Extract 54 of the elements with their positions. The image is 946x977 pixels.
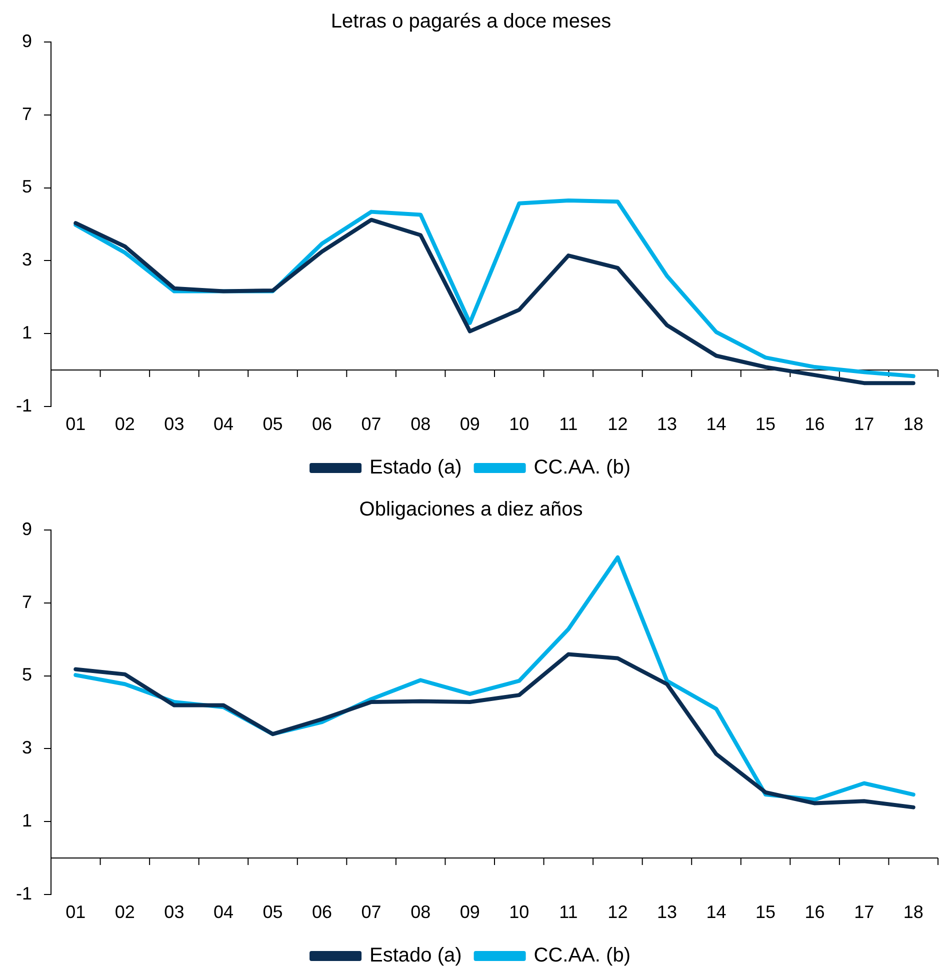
x-tick-label: 09: [460, 902, 480, 922]
x-tick-label: 13: [656, 902, 677, 922]
y-tick-label: -1: [16, 883, 32, 904]
legend-label: CC.AA. (b): [534, 944, 630, 967]
x-tick-label: 08: [410, 902, 431, 922]
x-tick-label: 07: [361, 414, 382, 434]
legend-label: Estado (a): [370, 944, 462, 967]
chart-title: Letras o pagarés a doce meses: [330, 10, 612, 33]
y-tick-label: 5: [22, 664, 32, 685]
x-tick-label: 01: [66, 902, 86, 922]
y-tick-label: -1: [16, 395, 32, 416]
y-tick-label: 3: [22, 250, 32, 270]
x-tick-label: 05: [262, 414, 283, 434]
x-tick-label: 03: [164, 902, 184, 922]
x-tick-label: 17: [854, 414, 874, 434]
x-tick-label: 10: [509, 902, 530, 922]
y-tick-label: 3: [22, 738, 32, 758]
x-tick-label: 05: [262, 902, 283, 922]
x-tick-label: 04: [213, 902, 234, 922]
x-tick-label: 15: [756, 414, 776, 434]
x-tick-label: 06: [312, 902, 332, 922]
legend-label: Estado (a): [370, 456, 462, 479]
x-tick-label: 07: [361, 902, 382, 922]
x-tick-label: 08: [410, 414, 431, 434]
y-tick-label: 1: [22, 322, 32, 342]
y-tick-label: 7: [22, 592, 32, 612]
y-tick-label: 9: [22, 518, 32, 539]
x-tick-label: 11: [559, 902, 578, 922]
x-tick-label: 09: [460, 414, 480, 434]
x-tick-label: 12: [608, 902, 628, 922]
x-tick-label: 02: [114, 902, 135, 922]
x-tick-label: 11: [559, 414, 578, 434]
x-tick-label: 18: [903, 414, 924, 434]
x-tick-label: 14: [706, 414, 726, 434]
x-tick-label: 12: [608, 414, 628, 434]
x-tick-label: 13: [656, 414, 677, 434]
y-tick-label: 5: [22, 176, 32, 197]
y-tick-label: 1: [22, 810, 32, 830]
x-tick-label: 15: [756, 902, 776, 922]
x-tick-label: 10: [509, 414, 530, 434]
x-tick-label: 18: [903, 902, 924, 922]
x-tick-label: 16: [804, 414, 825, 434]
y-tick-label: 7: [22, 104, 32, 124]
legend-label: CC.AA. (b): [534, 456, 630, 479]
x-tick-label: 01: [66, 414, 86, 434]
x-tick-label: 16: [804, 902, 825, 922]
x-tick-label: 03: [164, 414, 184, 434]
x-tick-label: 06: [312, 414, 332, 434]
x-tick-label: 02: [114, 414, 135, 434]
x-tick-label: 14: [706, 902, 726, 922]
x-tick-label: 04: [213, 414, 234, 434]
chart-title: Obligaciones a diez años: [359, 498, 583, 521]
x-tick-label: 17: [854, 902, 874, 922]
y-tick-label: 9: [22, 30, 32, 51]
